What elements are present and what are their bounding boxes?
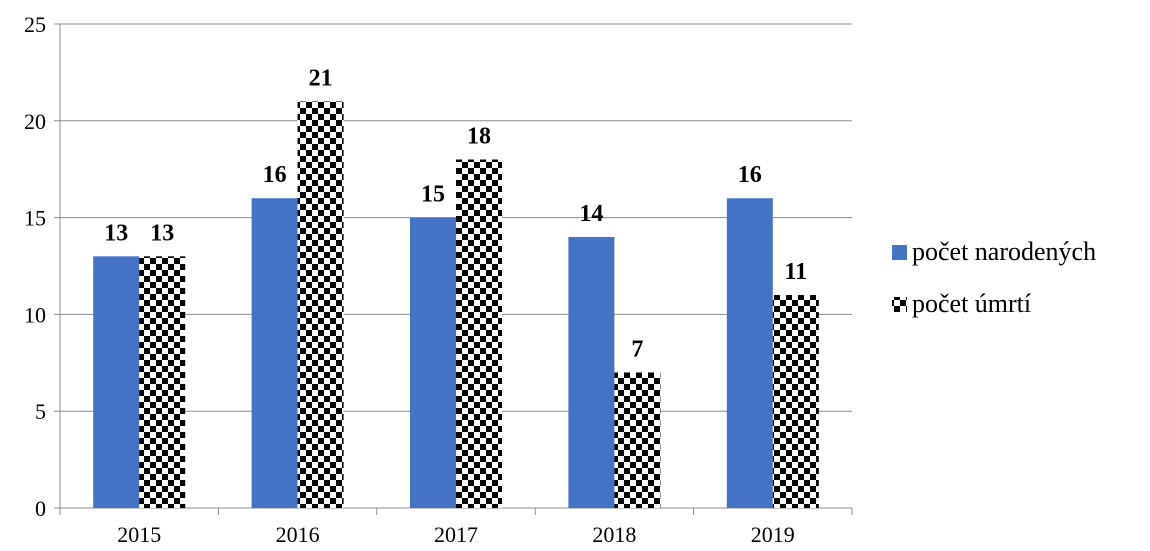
data-label: 14 [579, 201, 603, 227]
x-tick-label: 2017 [434, 522, 478, 547]
legend-swatch [892, 245, 907, 260]
bar [410, 217, 456, 508]
x-tick-label: 2016 [276, 522, 320, 547]
bar [568, 236, 615, 508]
x-tick-label: 2015 [117, 522, 161, 547]
data-label: 16 [263, 162, 287, 188]
bar [93, 256, 140, 508]
data-label: 7 [631, 336, 643, 362]
bar [251, 198, 298, 509]
y-tick-label: 10 [24, 302, 46, 327]
data-label: 16 [738, 162, 762, 188]
axes: 0 5 10 15 20 25 2015 2016 2017 2018 2019 [24, 12, 853, 547]
bar [772, 295, 819, 508]
y-tick-label: 15 [24, 206, 46, 231]
y-tick-label: 20 [24, 109, 46, 134]
data-label: 15 [421, 182, 445, 208]
y-tick-label: 5 [35, 399, 46, 424]
y-tick-label: 0 [35, 496, 46, 521]
bars [93, 101, 819, 509]
bar [297, 101, 344, 508]
bar [614, 372, 661, 508]
legend-swatch [892, 297, 907, 312]
x-tick-label: 2019 [751, 522, 795, 547]
bar [456, 159, 502, 508]
bar [139, 256, 186, 508]
legend-label: počet narodených [912, 237, 1096, 266]
data-labels: 13 13 16 21 15 18 14 7 16 11 [104, 65, 807, 362]
legend: počet narodených počet úmrtí [892, 237, 1096, 318]
legend-label: počet úmrtí [912, 289, 1031, 318]
y-tick-label: 25 [24, 12, 46, 37]
data-label: 13 [104, 220, 128, 246]
x-tick-label: 2018 [592, 522, 636, 547]
data-label: 13 [150, 220, 174, 246]
data-label: 21 [309, 65, 333, 91]
data-label: 18 [467, 124, 491, 150]
bar [726, 198, 773, 509]
data-label: 11 [784, 259, 807, 285]
